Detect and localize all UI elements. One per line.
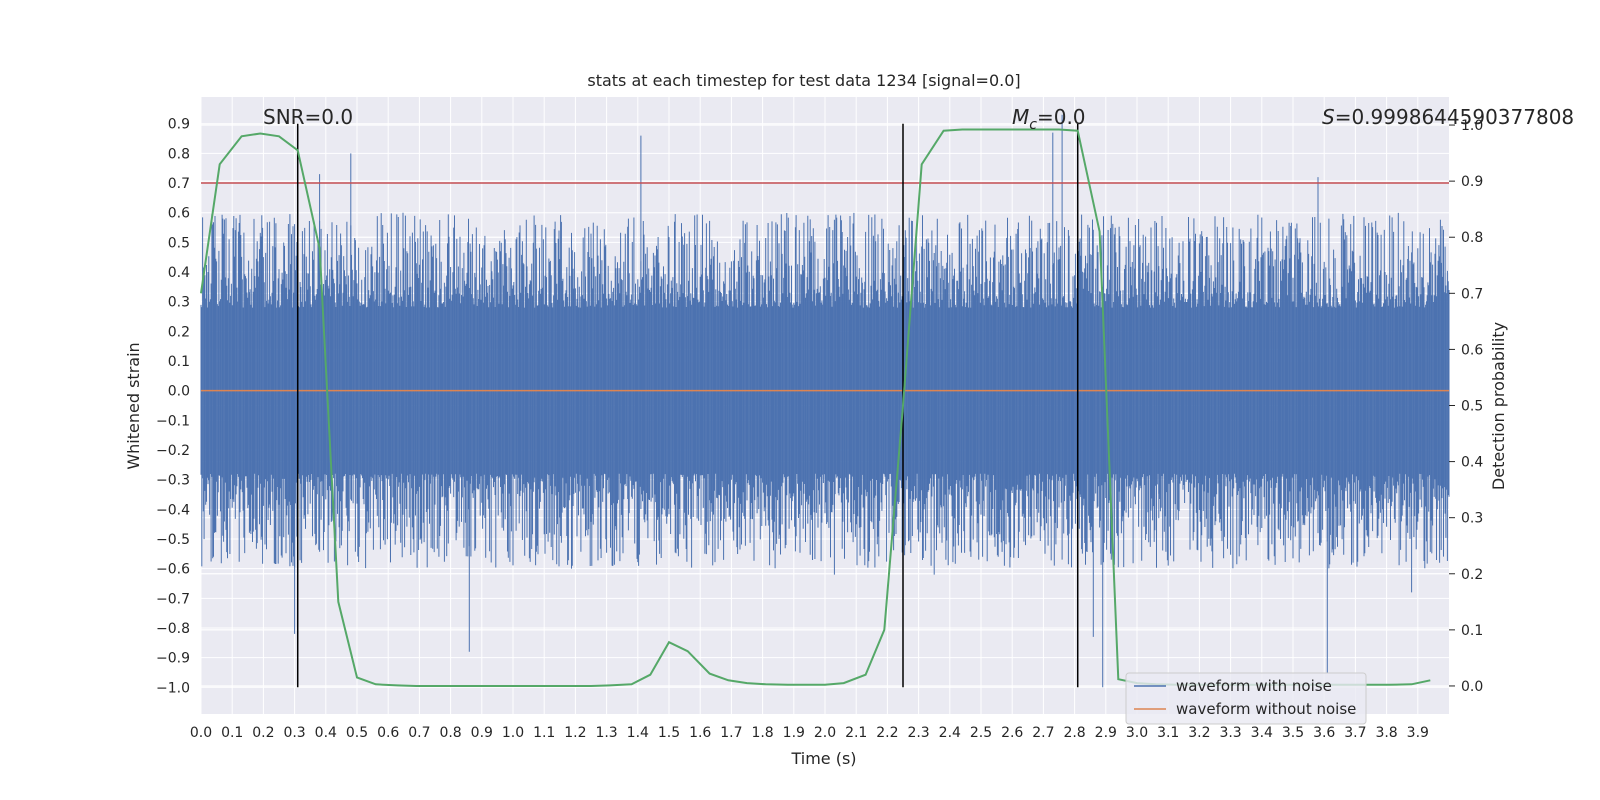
- y2-tick-label: 0.3: [1461, 511, 1483, 527]
- x-tick-label: 3.2: [1188, 725, 1210, 741]
- y2-tick-label: 0.5: [1461, 399, 1483, 415]
- x-tick-label: 3.8: [1375, 725, 1397, 741]
- y-tick-label: 0.8: [168, 146, 190, 162]
- x-tick-label: 1.6: [689, 725, 711, 741]
- y-tick-label: 0.0: [168, 384, 190, 400]
- x-tick-label: 2.1: [845, 725, 867, 741]
- x-tick-label: 3.6: [1313, 725, 1335, 741]
- y-tick-label: 0.5: [168, 235, 190, 251]
- legend-label-noise: waveform with noise: [1176, 677, 1332, 695]
- y-tick-label: −0.9: [156, 651, 190, 667]
- x-tick-label: 3.9: [1407, 725, 1429, 741]
- y-tick-label: −1.0: [156, 680, 190, 696]
- x-tick-label: 2.9: [1095, 725, 1117, 741]
- y-tick-label: 0.7: [168, 176, 190, 192]
- x-tick-label: 0.5: [346, 725, 368, 741]
- x-tick-label: 2.8: [1063, 725, 1085, 741]
- waveform-with-noise-series: [200, 114, 1450, 688]
- x-tick-label: 1.3: [595, 725, 617, 741]
- y-tick-label: 0.9: [168, 117, 190, 133]
- x-tick-label: 1.4: [627, 725, 649, 741]
- x-tick-label: 3.4: [1251, 725, 1273, 741]
- y-axis-label: Whitened strain: [124, 342, 143, 469]
- x-tick-label: 2.5: [970, 725, 992, 741]
- x-axis-ticks: 0.0 0.1 0.2 0.3 0.4 0.5 0.6 0.7 0.8 0.9 1.0 1.1 1.2 1…: [190, 725, 1429, 741]
- y-tick-label: 0.1: [168, 354, 190, 370]
- x-tick-label: 2.3: [907, 725, 929, 741]
- x-tick-label: 0.2: [252, 725, 274, 741]
- legend-label-clean: waveform without noise: [1176, 700, 1356, 718]
- y-tick-label: −0.6: [156, 562, 190, 578]
- x-tick-label: 3.0: [1126, 725, 1148, 741]
- x-tick-label: 1.8: [751, 725, 773, 741]
- x-tick-label: 2.2: [876, 725, 898, 741]
- x-tick-label: 0.8: [439, 725, 461, 741]
- x-tick-label: 0.7: [408, 725, 430, 741]
- y2-tick-label: 0.0: [1461, 679, 1483, 695]
- x-tick-label: 3.3: [1219, 725, 1241, 741]
- x-tick-label: 1.9: [783, 725, 805, 741]
- x-tick-label: 0.4: [315, 725, 337, 741]
- y2-tick-label: 0.6: [1461, 342, 1483, 358]
- snr-annotation: SNR=0.0: [263, 105, 353, 129]
- y-tick-label: −0.7: [156, 591, 190, 607]
- y-tick-label: −0.4: [156, 502, 190, 518]
- score-symbol: S: [1322, 105, 1335, 129]
- y-tick-label: 0.6: [168, 206, 190, 222]
- y-axis-ticks: 0.9 0.8 0.7 0.6 0.5 0.4 0.3 0.2 0.1 0.0 −0.1 −0.2 −0…: [156, 117, 190, 697]
- x-tick-label: 2.0: [814, 725, 836, 741]
- x-tick-label: 1.0: [502, 725, 524, 741]
- y-tick-label: 0.2: [168, 324, 190, 340]
- x-tick-label: 2.6: [1001, 725, 1023, 741]
- legend-box: [1125, 672, 1367, 725]
- x-tick-label: 2.7: [1032, 725, 1054, 741]
- y2-tick-label: 0.8: [1461, 230, 1483, 246]
- x-tick-label: 0.9: [471, 725, 493, 741]
- y-tick-label: −0.1: [156, 413, 190, 429]
- x-tick-label: 3.7: [1344, 725, 1366, 741]
- x-tick-label: 1.5: [658, 725, 680, 741]
- x-tick-label: 3.5: [1282, 725, 1304, 741]
- x-tick-label: 2.4: [939, 725, 961, 741]
- score-value: =0.9998644590377808: [1335, 105, 1574, 129]
- plot-area: [200, 97, 1450, 714]
- y-tick-label: −0.8: [156, 621, 190, 637]
- y-tick-label: 0.3: [168, 295, 190, 311]
- legend: waveform with noise waveform without noi…: [1125, 672, 1367, 725]
- x-tick-label: 0.6: [377, 725, 399, 741]
- y2-tick-label: 0.7: [1461, 286, 1483, 302]
- x-tick-label: 3.1: [1157, 725, 1179, 741]
- chirp-mass-value: =0.0: [1037, 105, 1086, 129]
- y2-axis-label: Detection probability: [1489, 322, 1508, 490]
- y2-tick-label: 0.9: [1461, 174, 1483, 190]
- y2-tick-label: 1.0: [1461, 118, 1483, 134]
- y-tick-label: −0.5: [156, 532, 190, 548]
- y-tick-label: −0.2: [156, 443, 190, 459]
- chirp-mass-symbol: M: [1012, 105, 1029, 129]
- chart-title: stats at each timestep for test data 123…: [587, 71, 1020, 90]
- x-tick-label: 1.1: [533, 725, 555, 741]
- chirp-mass-annotation: Mc=0.0: [1012, 105, 1086, 133]
- score-annotation: S=0.9998644590377808: [1322, 105, 1574, 129]
- x-tick-label: 0.1: [221, 725, 243, 741]
- y2-tick-label: 0.2: [1461, 567, 1483, 583]
- x-tick-label: 0.3: [283, 725, 305, 741]
- y-tick-label: −0.3: [156, 473, 190, 489]
- y-tick-label: 0.4: [168, 265, 190, 281]
- chirp-mass-subscript: c: [1029, 117, 1037, 133]
- x-tick-label: 0.0: [190, 725, 212, 741]
- y2-tick-label: 0.4: [1461, 455, 1483, 471]
- y2-tick-label: 0.1: [1461, 623, 1483, 639]
- y2-axis-ticks: 1.0 0.9 0.8 0.7 0.6 0.5 0.4 0.3 0.2 0.1 0.0: [1449, 118, 1483, 695]
- x-tick-label: 1.7: [720, 725, 742, 741]
- x-tick-label: 1.2: [564, 725, 586, 741]
- x-axis-label: Time (s): [790, 749, 856, 768]
